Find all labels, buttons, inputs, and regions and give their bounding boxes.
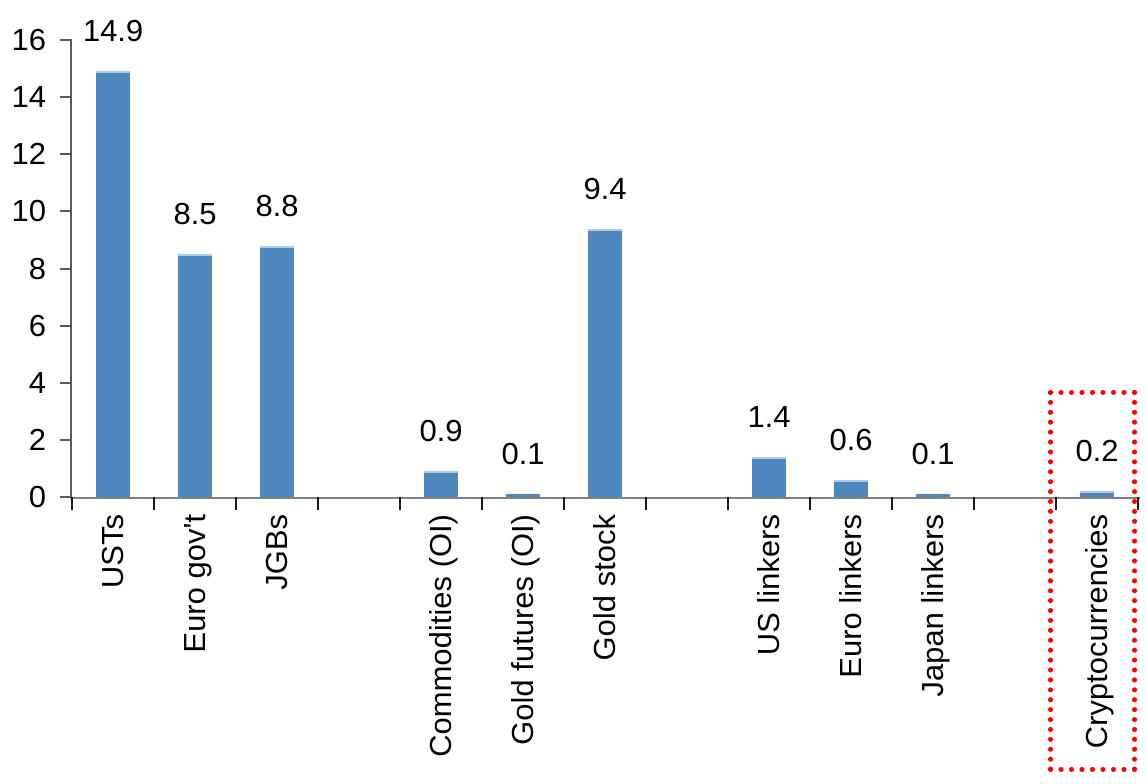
y-axis-line [70,40,72,499]
y-tick [60,324,72,327]
y-tick [60,210,72,213]
value-label-japan-linkers: 0.1 [911,436,955,472]
x-tick [891,497,893,510]
y-tick-label: 6 [28,307,46,343]
bar-us-linkers [752,457,786,497]
x-tick [153,497,155,510]
y-tick-label: 4 [28,364,46,400]
y-tick-label: 10 [11,193,46,229]
y-tick-label: 2 [28,421,46,457]
bar-jgbs [260,245,294,497]
y-tick [60,438,72,441]
y-tick-label: 8 [28,250,46,286]
value-label-usts: 14.9 [82,13,144,49]
category-label-commodities-oi: Commodities (OI) [423,514,458,757]
y-tick [60,496,72,498]
value-label-gold-stock: 9.4 [583,170,627,206]
x-tick [645,497,647,510]
x-tick [727,497,729,510]
y-tick [60,39,72,41]
bar-japan-linkers [916,494,950,497]
x-tick [1055,497,1057,510]
category-label-euro-gov-t: Euro gov't [177,514,212,653]
category-label-euro-linkers: Euro linkers [833,514,868,678]
category-label-gold-futures-oi: Gold futures (OI) [505,514,540,745]
y-tick [60,153,72,156]
category-label-japan-linkers: Japan linkers [915,514,950,697]
y-tick [60,381,72,384]
x-tick [71,497,73,510]
value-label-us-linkers: 1.4 [747,399,791,434]
bar-euro-linkers [834,479,868,497]
category-label-jgbs: JGBs [259,514,294,590]
bar-euro-gov-t [178,254,212,497]
category-label-usts: USTs [95,514,130,589]
x-tick [481,497,483,510]
x-tick [563,497,565,510]
y-tick-label: 14 [11,79,46,115]
bar-gold-stock [588,228,622,497]
y-tick-label: 0 [28,479,46,514]
y-tick-label: 16 [11,22,46,57]
x-tick [973,497,975,510]
bar-cryptocurrencies [1080,491,1114,497]
bar-commodities-oi [424,471,458,497]
x-tick [235,497,237,510]
x-tick [317,497,319,510]
category-label-gold-stock: Gold stock [587,514,622,661]
bar-usts [96,71,130,497]
x-tick [1137,497,1139,510]
value-label-euro-linkers: 0.6 [829,421,873,457]
highlight-box-cryptocurrencies [1048,390,1137,772]
y-tick [60,267,72,270]
x-axis-line [70,497,1140,499]
bar-gold-futures-oi [506,494,540,497]
value-label-cryptocurrencies: 0.2 [1075,433,1119,469]
x-tick [399,497,401,510]
y-tick [60,96,72,99]
y-tick-label: 12 [11,136,46,172]
value-label-commodities-oi: 0.9 [419,413,463,449]
value-label-gold-futures-oi: 0.1 [501,436,545,472]
category-label-us-linkers: US linkers [751,514,786,656]
value-label-jgbs: 8.8 [255,187,299,223]
value-label-euro-gov-t: 8.5 [173,196,217,232]
x-tick [809,497,811,510]
